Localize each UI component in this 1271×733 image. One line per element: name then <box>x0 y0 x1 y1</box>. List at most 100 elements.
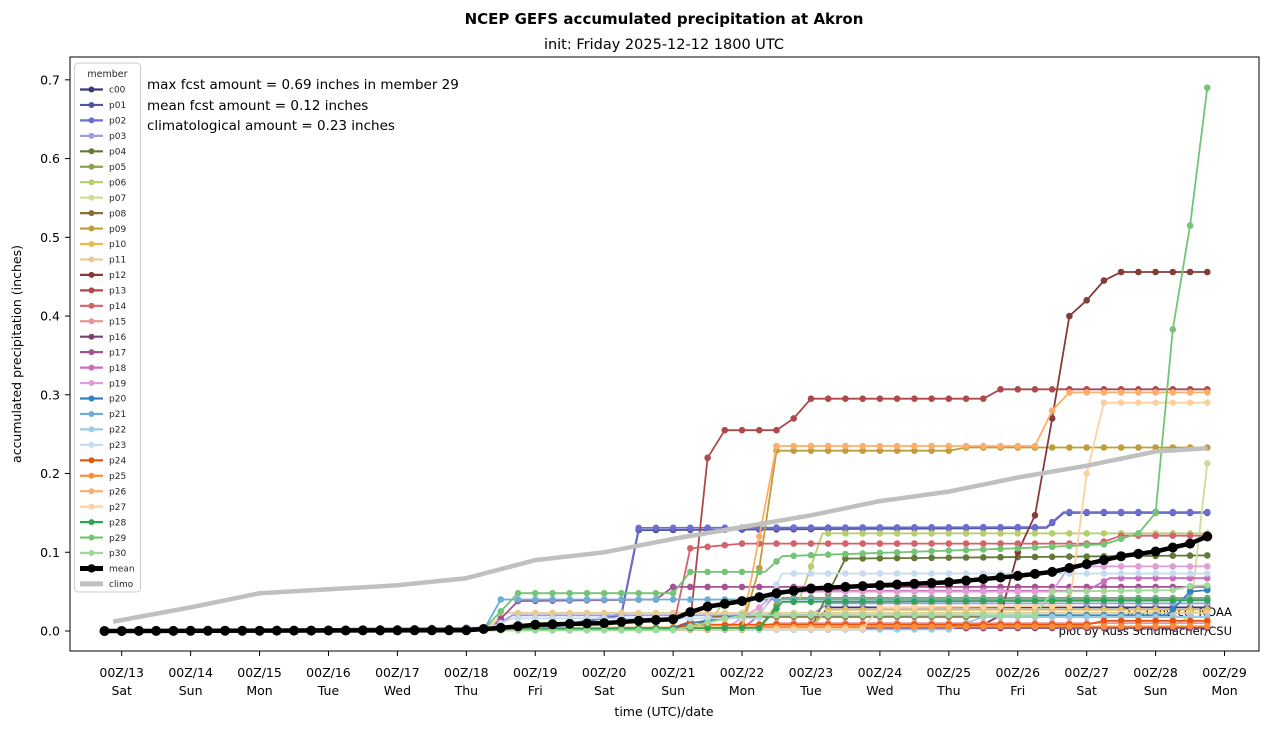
svg-text:Tue: Tue <box>317 683 340 698</box>
series-p29-markers <box>101 84 1211 635</box>
svg-text:p18: p18 <box>109 364 126 374</box>
svg-text:p20: p20 <box>109 395 126 405</box>
legend-item-p27: p27 <box>80 503 126 513</box>
legend-item-p14: p14 <box>80 302 126 312</box>
legend-box <box>74 62 141 593</box>
svg-text:0.1: 0.1 <box>40 545 60 560</box>
svg-text:00Z/25: 00Z/25 <box>927 665 972 680</box>
svg-text:Mon: Mon <box>1211 683 1237 698</box>
legend-item-p03: p03 <box>80 132 126 142</box>
svg-text:p17: p17 <box>109 348 126 358</box>
svg-text:00Z/20: 00Z/20 <box>582 665 627 680</box>
svg-text:Tue: Tue <box>799 683 822 698</box>
svg-text:00Z/29: 00Z/29 <box>1202 665 1247 680</box>
legend-item-p26: p26 <box>80 487 126 497</box>
legend-item-mean: mean <box>80 564 135 575</box>
svg-text:Sun: Sun <box>661 683 685 698</box>
legend-item-p17: p17 <box>80 348 126 358</box>
svg-text:p09: p09 <box>109 225 126 235</box>
svg-text:Mon: Mon <box>246 683 272 698</box>
svg-text:00Z/26: 00Z/26 <box>995 665 1040 680</box>
legend-item-p28: p28 <box>80 518 126 528</box>
svg-text:p06: p06 <box>109 178 126 188</box>
legend-item-p01: p01 <box>80 101 126 111</box>
series-p29 <box>101 84 1211 635</box>
svg-text:p02: p02 <box>109 117 126 127</box>
legend-item-p15: p15 <box>80 317 126 327</box>
legend-item-p06: p06 <box>80 178 126 188</box>
svg-text:00Z/24: 00Z/24 <box>858 665 903 680</box>
series-mean-markers <box>99 531 1213 636</box>
series-p26-line <box>104 391 1208 632</box>
svg-text:0.4: 0.4 <box>40 309 60 324</box>
axes-frame <box>69 56 1260 652</box>
svg-text:Wed: Wed <box>866 683 893 698</box>
svg-text:p04: p04 <box>109 148 126 158</box>
legend-item-climo: climo <box>80 580 134 590</box>
y-axis-ticks: 0.0 0.1 0.2 0.3 0.4 0.5 0.6 0.7 <box>40 72 70 639</box>
series-climo-line <box>112 446 1208 624</box>
svg-text:0.6: 0.6 <box>40 151 60 166</box>
svg-text:p22: p22 <box>109 426 126 436</box>
svg-text:Mon: Mon <box>729 683 755 698</box>
svg-text:mean: mean <box>109 565 135 575</box>
legend-item-p07: p07 <box>80 194 126 204</box>
legend: member c00 p01 p02 p03 p04 p05 p06 p07 p08 p09 p10 p… <box>74 62 141 593</box>
svg-text:00Z/21: 00Z/21 <box>651 665 696 680</box>
svg-text:p07: p07 <box>109 194 126 204</box>
chart-subtitle: init: Friday 2025-12-12 1800 UTC <box>544 37 784 53</box>
legend-title: member <box>87 69 127 80</box>
svg-text:p29: p29 <box>109 534 126 544</box>
legend-item-p30: p30 <box>80 549 126 559</box>
svg-text:00Z/18: 00Z/18 <box>444 665 489 680</box>
svg-text:p10: p10 <box>109 240 126 250</box>
svg-text:p16: p16 <box>109 333 126 343</box>
svg-text:p28: p28 <box>109 518 126 528</box>
svg-text:Sun: Sun <box>1144 683 1168 698</box>
svg-text:Fri: Fri <box>528 683 543 698</box>
legend-item-p04: p04 <box>80 148 126 158</box>
svg-text:p30: p30 <box>109 549 126 559</box>
svg-text:Wed: Wed <box>384 683 411 698</box>
svg-text:0.3: 0.3 <box>40 387 60 402</box>
x-axis-label: time (UTC)/date <box>614 704 713 719</box>
svg-text:p19: p19 <box>109 379 126 389</box>
legend-item-p08: p08 <box>80 209 126 219</box>
legend-item-p09: p09 <box>80 225 126 235</box>
legend-item-p20: p20 <box>80 395 126 405</box>
svg-text:p03: p03 <box>109 132 126 142</box>
svg-text:p11: p11 <box>109 256 126 266</box>
svg-text:p08: p08 <box>109 209 126 219</box>
y-axis-label: accumulated precipitation (inches) <box>9 245 24 463</box>
annotation-mean-fcst: mean fcst amount = 0.12 inches <box>147 98 368 114</box>
svg-text:00Z/13: 00Z/13 <box>99 665 144 680</box>
legend-item-p02: p02 <box>80 117 126 127</box>
series-mean <box>99 531 1213 636</box>
svg-text:p24: p24 <box>109 457 126 467</box>
legend-item-p22: p22 <box>80 426 126 436</box>
svg-text:00Z/28: 00Z/28 <box>1133 665 1178 680</box>
legend-item-p10: p10 <box>80 240 126 250</box>
svg-text:00Z/16: 00Z/16 <box>306 665 351 680</box>
legend-item-p25: p25 <box>80 472 126 482</box>
series-climo <box>112 446 1208 624</box>
svg-text:00Z/27: 00Z/27 <box>1064 665 1109 680</box>
svg-text:0.2: 0.2 <box>40 466 60 481</box>
legend-item-p05: p05 <box>80 163 126 173</box>
legend-item-p19: p19 <box>80 379 126 389</box>
svg-text:Thu: Thu <box>454 683 478 698</box>
svg-text:0.0: 0.0 <box>40 624 60 639</box>
legend-item-p18: p18 <box>80 364 126 374</box>
chart-title: NCEP GEFS accumulated precipitation at A… <box>465 10 864 28</box>
svg-text:Sun: Sun <box>179 683 203 698</box>
svg-text:p15: p15 <box>109 317 126 327</box>
svg-text:p23: p23 <box>109 441 126 451</box>
legend-item-p11: p11 <box>80 256 126 266</box>
svg-text:p14: p14 <box>109 302 126 312</box>
svg-text:00Z/14: 00Z/14 <box>168 665 213 680</box>
svg-text:00Z/22: 00Z/22 <box>720 665 765 680</box>
series-p12-markers <box>101 268 1211 635</box>
svg-text:c00: c00 <box>109 86 126 96</box>
